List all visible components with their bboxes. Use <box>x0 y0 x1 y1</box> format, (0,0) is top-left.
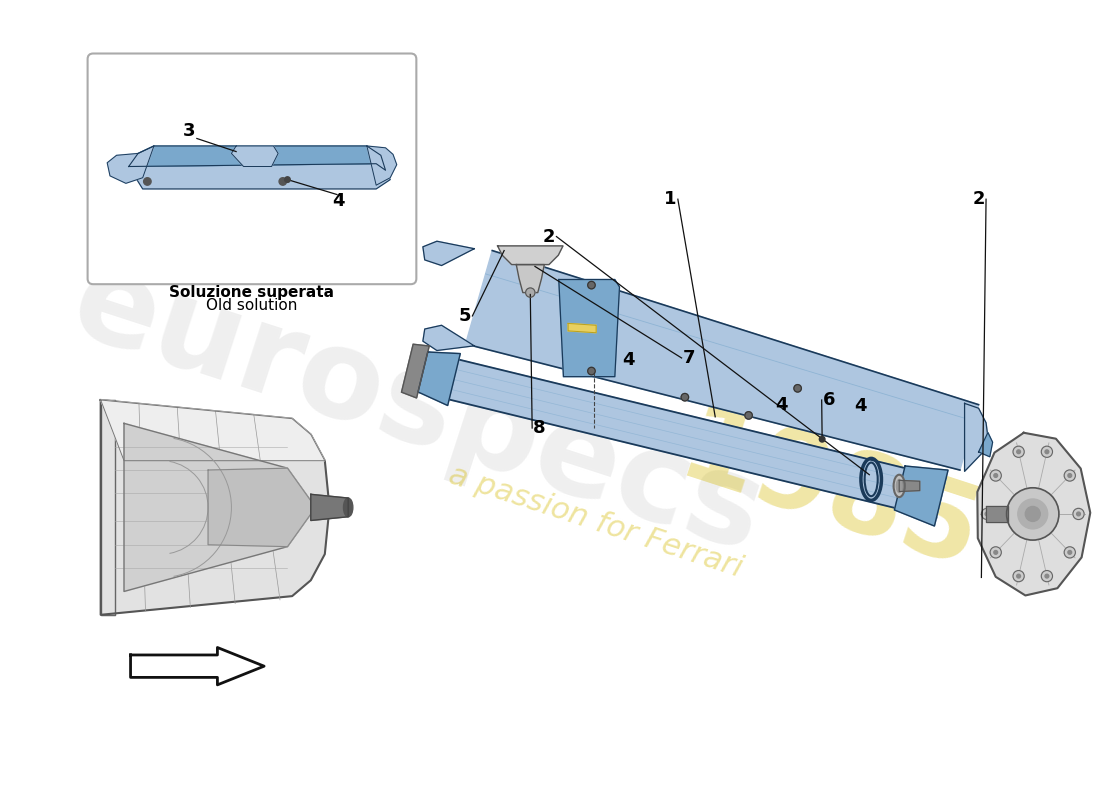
Text: 6: 6 <box>823 391 835 409</box>
Polygon shape <box>418 352 946 518</box>
Polygon shape <box>101 400 330 615</box>
Circle shape <box>1013 446 1024 458</box>
Polygon shape <box>979 433 992 457</box>
Circle shape <box>279 178 286 185</box>
Circle shape <box>526 288 535 298</box>
Circle shape <box>285 177 290 182</box>
Circle shape <box>587 282 595 289</box>
Polygon shape <box>465 250 979 470</box>
Circle shape <box>994 474 998 478</box>
Polygon shape <box>208 468 316 546</box>
Polygon shape <box>366 146 397 185</box>
Polygon shape <box>965 403 988 471</box>
Polygon shape <box>129 164 390 189</box>
Circle shape <box>1006 488 1059 540</box>
Polygon shape <box>986 506 1009 522</box>
Text: 4: 4 <box>623 351 635 369</box>
Circle shape <box>1042 570 1053 582</box>
Polygon shape <box>124 423 316 591</box>
Text: 7: 7 <box>683 349 695 367</box>
Text: 4: 4 <box>854 397 866 414</box>
Circle shape <box>1045 574 1048 578</box>
Polygon shape <box>418 352 460 406</box>
Polygon shape <box>231 146 278 166</box>
Text: 5: 5 <box>459 307 471 325</box>
Circle shape <box>745 412 752 419</box>
Text: 1: 1 <box>664 190 676 208</box>
Polygon shape <box>977 433 1090 595</box>
Circle shape <box>820 437 825 442</box>
Text: Soluzione superata: Soluzione superata <box>169 286 334 300</box>
Polygon shape <box>101 400 114 615</box>
Polygon shape <box>422 242 474 266</box>
Polygon shape <box>894 466 948 526</box>
Circle shape <box>1013 570 1024 582</box>
Circle shape <box>981 508 992 519</box>
Circle shape <box>1042 446 1053 458</box>
Circle shape <box>1077 512 1080 516</box>
Text: eurospecs: eurospecs <box>58 241 779 578</box>
Circle shape <box>1018 499 1047 529</box>
Polygon shape <box>129 146 385 170</box>
Text: 4: 4 <box>776 396 788 414</box>
Circle shape <box>1025 506 1041 522</box>
Text: 2: 2 <box>542 227 556 246</box>
Circle shape <box>681 394 689 401</box>
Polygon shape <box>899 480 920 491</box>
Polygon shape <box>422 326 474 350</box>
Circle shape <box>990 546 1001 558</box>
Circle shape <box>990 470 1001 481</box>
Circle shape <box>1016 450 1021 454</box>
Text: 3: 3 <box>183 122 196 140</box>
Polygon shape <box>101 400 324 461</box>
Polygon shape <box>131 647 264 685</box>
Text: 2: 2 <box>972 190 984 208</box>
Circle shape <box>1072 508 1085 519</box>
Polygon shape <box>516 265 544 293</box>
Circle shape <box>794 385 802 392</box>
Polygon shape <box>559 279 619 377</box>
Circle shape <box>986 512 989 516</box>
Ellipse shape <box>343 498 353 517</box>
Circle shape <box>1064 470 1076 481</box>
Circle shape <box>1068 474 1071 478</box>
Circle shape <box>1016 574 1021 578</box>
Circle shape <box>1064 546 1076 558</box>
Polygon shape <box>107 146 154 183</box>
Text: 8: 8 <box>534 419 546 437</box>
Polygon shape <box>497 246 563 265</box>
Text: Old solution: Old solution <box>207 298 298 314</box>
Polygon shape <box>402 344 429 398</box>
Circle shape <box>144 178 151 185</box>
Circle shape <box>994 550 998 554</box>
Text: a passion for Ferrari: a passion for Ferrari <box>446 460 746 582</box>
Circle shape <box>1068 550 1071 554</box>
Text: 4: 4 <box>332 192 345 210</box>
Polygon shape <box>568 323 596 333</box>
Polygon shape <box>311 494 349 521</box>
Circle shape <box>587 367 595 374</box>
Ellipse shape <box>896 479 902 493</box>
Circle shape <box>1045 450 1048 454</box>
Ellipse shape <box>893 474 905 497</box>
Text: 1985: 1985 <box>666 394 992 592</box>
FancyBboxPatch shape <box>88 54 416 284</box>
